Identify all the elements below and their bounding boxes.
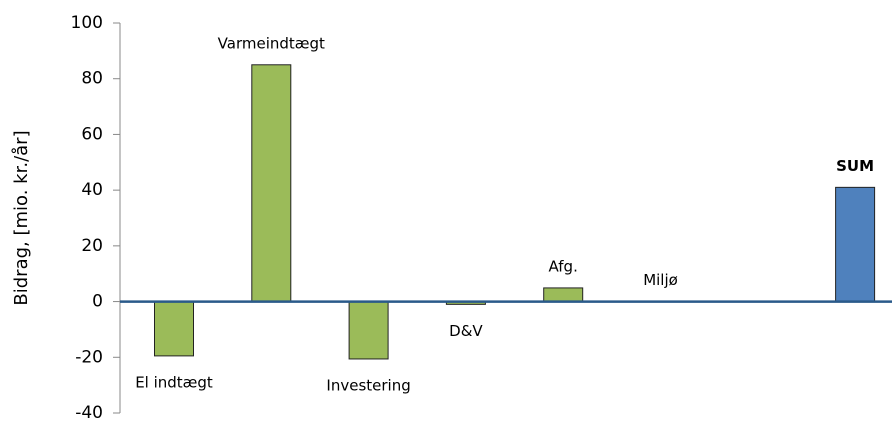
bar xyxy=(543,287,584,303)
category-label: Investering xyxy=(326,376,410,394)
bar xyxy=(348,301,389,360)
y-tick-label: 20 xyxy=(81,236,103,256)
y-tick-label: -20 xyxy=(75,347,103,367)
bar xyxy=(835,186,876,303)
y-tick-label: 40 xyxy=(81,180,103,200)
y-tick-label: -40 xyxy=(75,403,103,423)
y-tick-label: 60 xyxy=(81,124,103,144)
y-tick-label: 80 xyxy=(81,69,103,89)
category-label: El indtægt xyxy=(135,373,213,391)
bar xyxy=(154,301,194,357)
category-label: Afg. xyxy=(549,257,578,275)
y-axis-label: Bidrag, [mio. kr./år] xyxy=(11,130,32,305)
category-label: D&V xyxy=(449,322,483,340)
y-tick-label: 100 xyxy=(71,13,103,33)
category-label: Varmeindtægt xyxy=(218,34,325,52)
category-label: Miljø xyxy=(643,271,678,289)
category-label: SUM xyxy=(836,157,874,175)
bar xyxy=(251,64,292,303)
y-tick-label: 0 xyxy=(92,292,103,312)
